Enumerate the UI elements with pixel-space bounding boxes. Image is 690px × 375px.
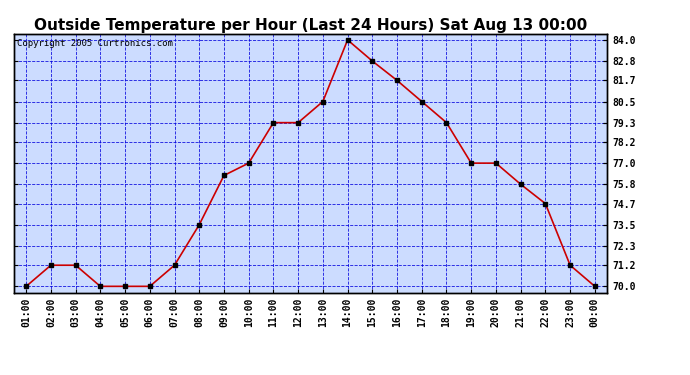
Title: Outside Temperature per Hour (Last 24 Hours) Sat Aug 13 00:00: Outside Temperature per Hour (Last 24 Ho… xyxy=(34,18,587,33)
Text: Copyright 2005 Curtronics.com: Copyright 2005 Curtronics.com xyxy=(17,39,172,48)
